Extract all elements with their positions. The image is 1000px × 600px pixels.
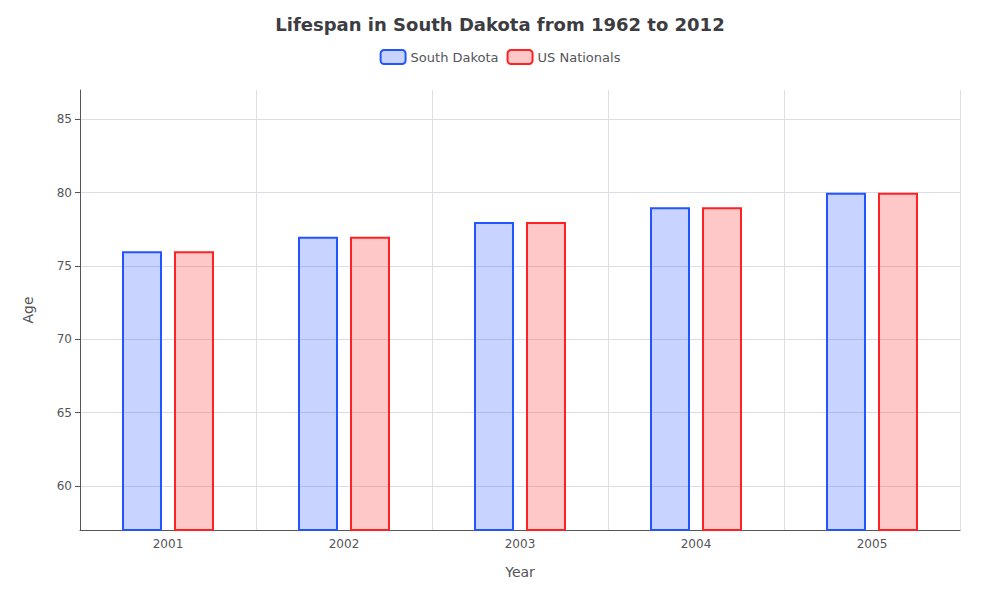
svg-text:South Dakota: South Dakota	[411, 50, 499, 65]
svg-text:Age: Age	[20, 296, 36, 323]
svg-text:2003: 2003	[505, 537, 536, 551]
svg-text:65: 65	[57, 406, 72, 420]
svg-text:2005: 2005	[857, 537, 888, 551]
svg-text:Year: Year	[504, 564, 535, 580]
svg-text:70: 70	[57, 332, 72, 346]
svg-text:2004: 2004	[681, 537, 712, 551]
svg-text:2001: 2001	[153, 537, 184, 551]
svg-text:75: 75	[57, 259, 72, 273]
svg-text:Lifespan in South Dakota from: Lifespan in South Dakota from 1962 to 20…	[275, 14, 724, 35]
svg-text:80: 80	[57, 186, 72, 200]
svg-text:85: 85	[57, 112, 72, 126]
svg-text:2002: 2002	[329, 537, 360, 551]
svg-text:US Nationals: US Nationals	[538, 50, 621, 65]
svg-text:60: 60	[57, 479, 72, 493]
